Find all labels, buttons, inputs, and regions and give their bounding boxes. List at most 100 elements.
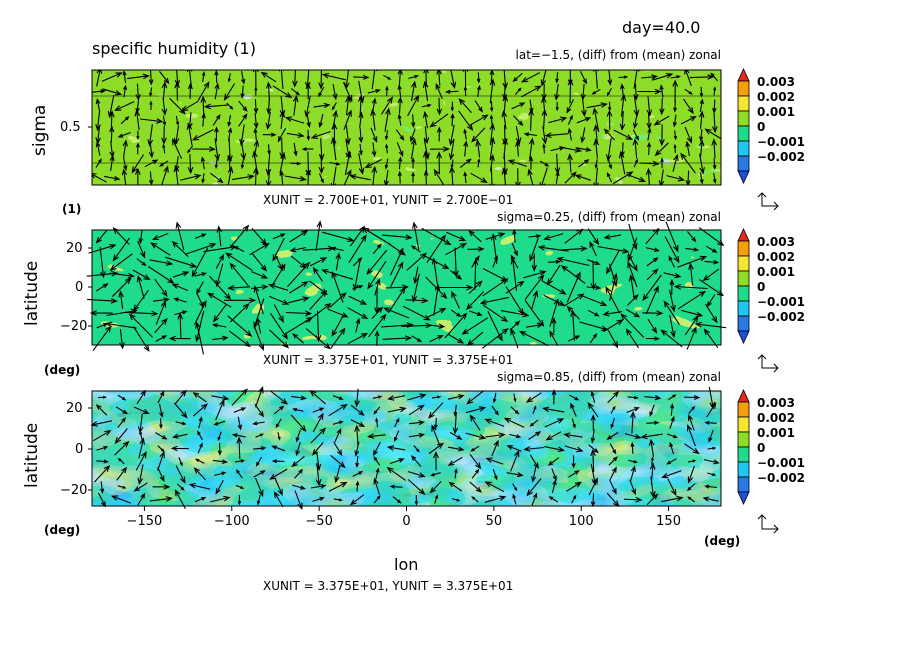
wind-arrow [217, 431, 222, 442]
wind-arrow [576, 117, 592, 124]
colorbar-segment [737, 461, 750, 478]
wind-arrow [290, 255, 307, 269]
wind-arrow [301, 147, 314, 152]
wind-arrow [673, 143, 677, 154]
wind-arrow [581, 96, 587, 118]
wind-arrow [279, 110, 286, 130]
wind-arrow [576, 147, 592, 152]
wind-arrow [212, 114, 221, 126]
wind-arrow [501, 167, 508, 185]
wind-arrow [482, 268, 509, 282]
wind-arrow [310, 130, 331, 139]
wind-arrow [587, 402, 599, 418]
wind-arrow [588, 477, 598, 496]
wind-arrow [531, 492, 538, 506]
wind-arrow [469, 310, 483, 316]
wind-arrow [279, 169, 284, 185]
colorbar-segment [737, 285, 750, 302]
wind-arrow [197, 442, 203, 454]
wind-arrow [524, 274, 545, 300]
wind-arrow [590, 390, 596, 403]
wind-arrow [645, 227, 660, 245]
wind-arrow [372, 395, 383, 399]
wind-arrow [292, 94, 299, 116]
wind-arrow [177, 312, 184, 339]
colorbar-level-label: 0.003 [757, 75, 795, 89]
wind-arrow [411, 171, 415, 183]
wind-arrow [555, 170, 560, 184]
wind-arrow [315, 463, 322, 487]
wind-arrow [102, 88, 123, 96]
wind-arrow [170, 445, 189, 452]
wind-arrow [134, 167, 141, 185]
wind-arrow [406, 252, 427, 271]
wind-arrow [321, 268, 354, 280]
wind-arrow [429, 113, 449, 128]
wind-arrow [133, 482, 148, 492]
wind-arrow [670, 75, 681, 79]
wind-arrow [469, 453, 482, 470]
wind-arrow [253, 112, 259, 130]
wind-arrow [653, 115, 670, 126]
wind-arrow [647, 127, 652, 141]
wind-arrow [286, 261, 311, 288]
wind-arrow [305, 168, 312, 185]
wind-arrow [117, 457, 125, 465]
wind-arrow [95, 158, 102, 168]
wind-arrow [226, 102, 234, 110]
wind-arrow [646, 96, 653, 117]
wind-arrow [474, 100, 483, 113]
wind-arrow [214, 138, 221, 162]
wind-arrow [253, 99, 259, 115]
wind-arrow [333, 498, 343, 502]
wind-arrow [423, 70, 429, 87]
wind-arrow [606, 250, 620, 275]
wind-arrow [444, 89, 459, 94]
x-tick-label: 0 [402, 514, 411, 529]
wind-arrow [627, 395, 639, 400]
wind-arrow [354, 388, 360, 408]
wind-arrow [134, 109, 141, 131]
panel-3-heatmap [88, 386, 722, 511]
wind-arrow [151, 232, 169, 241]
wind-arrow [402, 305, 431, 321]
wind-arrow [173, 164, 180, 185]
wind-arrow [409, 420, 425, 426]
wind-arrow [633, 158, 638, 168]
wind-arrow [330, 136, 337, 161]
wind-arrow [567, 127, 573, 141]
wind-arrow [289, 281, 309, 294]
wind-arrow [628, 274, 635, 300]
wind-arrow [607, 391, 620, 404]
panel-2-ytick-20: 20 [66, 241, 83, 256]
wind-arrow [309, 257, 328, 267]
wind-arrow [174, 310, 188, 316]
wind-arrow [366, 249, 388, 275]
wind-arrow [318, 154, 325, 175]
wind-arrow [284, 316, 314, 335]
wind-arrow [529, 419, 539, 427]
wind-arrow [479, 296, 510, 305]
wind-arrow [689, 74, 715, 80]
wind-arrow [95, 141, 101, 156]
panel-2-title: sigma=0.25, (diff) from (mean) zonal [497, 210, 721, 224]
wind-arrow [658, 169, 665, 185]
wind-arrow [88, 244, 117, 254]
wind-arrow [162, 115, 167, 127]
wind-arrow [422, 80, 429, 102]
wind-arrow [669, 415, 675, 429]
wind-arrow [475, 139, 481, 158]
wind-arrow [551, 479, 557, 494]
wind-arrow [684, 394, 701, 401]
x-tick-label: 100 [568, 514, 594, 529]
wind-arrow [603, 128, 616, 141]
wind-arrow [477, 158, 481, 168]
wind-arrow [139, 118, 164, 124]
wind-arrow [92, 173, 107, 183]
panel-2-wind-vectors [86, 220, 727, 355]
wind-arrow [637, 88, 662, 95]
wind-arrow [161, 165, 169, 185]
wind-arrow [632, 138, 639, 159]
wind-arrow [157, 390, 165, 404]
